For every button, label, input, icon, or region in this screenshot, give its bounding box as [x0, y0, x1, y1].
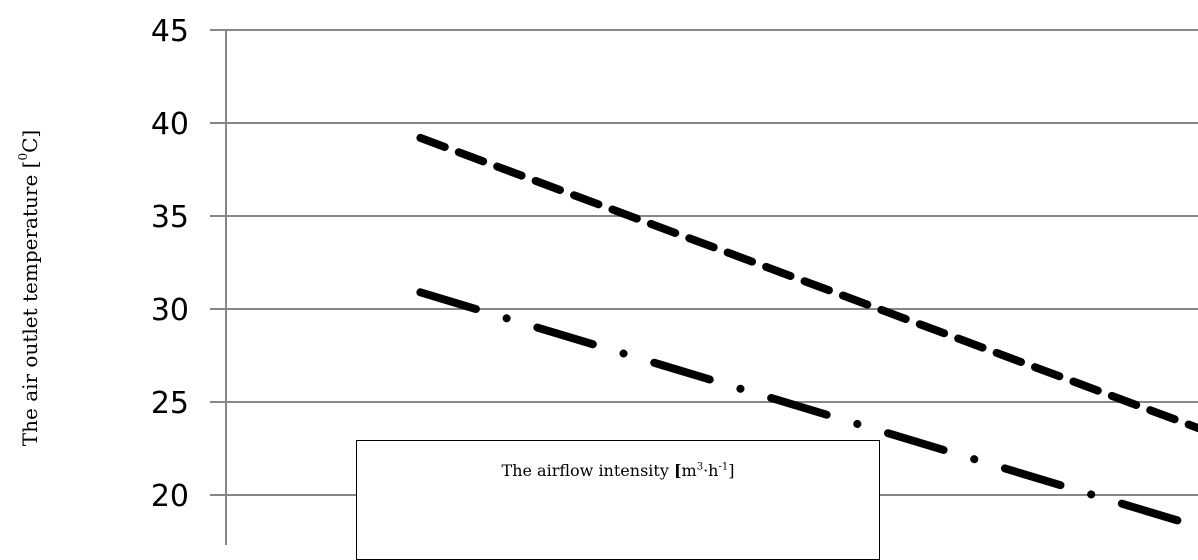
x-axis-label-superscript: -1 — [718, 461, 729, 473]
x-axis-label-part: ] — [728, 461, 735, 480]
x-axis-label-part: ·h — [703, 461, 719, 480]
y-axis-label-superscript: 0 — [16, 153, 30, 161]
y-tick-label: 20 — [151, 479, 189, 514]
grid-lines — [226, 29, 1198, 496]
y-ticks: 20 25 30 35 40 45 — [151, 14, 226, 514]
x-axis-label-part: m — [681, 461, 697, 480]
x-axis-label: The airflow intensity [m3·h-1] — [357, 461, 879, 480]
x-axis-label-part: The airflow intensity — [501, 461, 674, 480]
y-tick-label: 25 — [151, 386, 189, 421]
x-axis-label-box: The airflow intensity [m3·h-1] — [356, 440, 880, 560]
series-lines — [416, 133, 1198, 531]
series-line-dashed — [416, 133, 1198, 432]
y-axis-label: The air outlet temperature [0C] — [16, 130, 42, 446]
x-axis-label-superscript: 3 — [696, 461, 704, 473]
y-axis-label-part: C] — [18, 130, 42, 153]
y-tick-label: 45 — [151, 14, 189, 49]
y-tick-label: 35 — [151, 200, 189, 235]
series-line-dash-dot — [416, 288, 1198, 531]
y-tick-label: 40 — [151, 107, 189, 142]
x-axis-label-bracket: [ — [673, 461, 682, 480]
y-axis-label-part: The air outlet temperature [ — [18, 161, 42, 447]
y-tick-label: 30 — [151, 293, 189, 328]
